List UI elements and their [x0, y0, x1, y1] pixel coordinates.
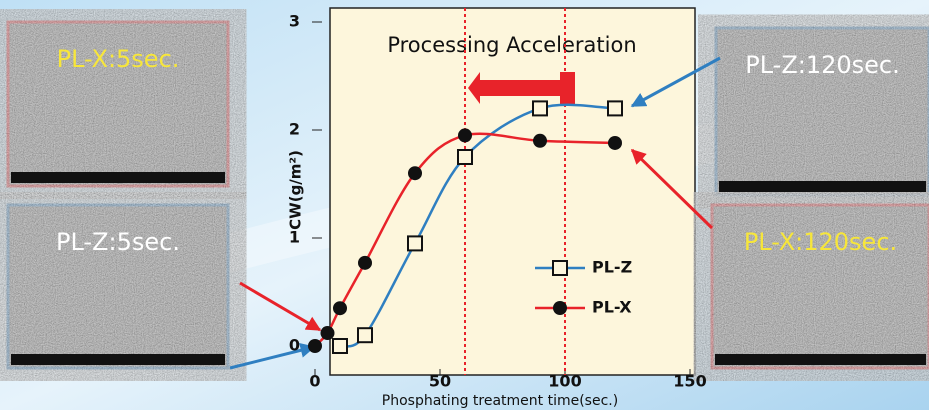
y-tick-label: 3: [289, 12, 300, 31]
photo-scalebar: [11, 172, 225, 183]
y-tick-label: 1: [289, 228, 300, 247]
marker: [457, 149, 473, 165]
photo-texture: [11, 25, 225, 183]
y-tick-label: 0: [289, 336, 300, 355]
marker: [608, 135, 622, 150]
x-axis-label: Phosphating treatment time(sec.): [382, 393, 618, 409]
photo-texture: [11, 208, 225, 365]
legend-label: PL-X: [592, 298, 632, 317]
legend-marker: [552, 260, 568, 276]
pointer-arrow: [630, 148, 714, 230]
marker: [458, 128, 472, 143]
acceleration-arrow: [468, 72, 575, 104]
x-tick-label: 0: [309, 372, 320, 391]
photo-label: PL-X:5sec.: [57, 45, 180, 73]
pointer-arrow: [229, 342, 316, 370]
legend-marker: [553, 301, 567, 315]
photo-label: PL-Z:120sec.: [745, 51, 900, 79]
y-axis-label: CW(g/m²): [287, 150, 305, 230]
y-tick-label: 2: [289, 120, 300, 139]
photo-scalebar: [715, 354, 926, 365]
marker: [308, 339, 322, 353]
pointer-arrow: [239, 281, 322, 332]
photo-label: PL-Z:5sec.: [56, 228, 180, 256]
chart-title: Processing Acceleration: [387, 33, 636, 57]
photo-texture: [715, 208, 926, 365]
photo-texture: [719, 31, 926, 192]
marker: [533, 133, 547, 148]
legend-label: PL-Z: [592, 258, 632, 277]
photo-scalebar: [719, 181, 926, 192]
marker: [408, 166, 422, 181]
marker: [332, 338, 348, 354]
marker: [607, 100, 623, 117]
marker: [320, 326, 335, 341]
x-tick-label: 100: [548, 372, 581, 391]
marker: [532, 100, 548, 117]
marker: [407, 235, 423, 252]
photo-scalebar: [11, 354, 225, 365]
marker: [358, 255, 372, 270]
x-tick-label: 50: [429, 372, 451, 391]
plot-area: [329, 7, 696, 376]
pointer-arrow: [630, 56, 721, 108]
photo-label: PL-X:120sec.: [744, 228, 897, 256]
marker: [333, 301, 347, 316]
x-tick-label: 150: [673, 372, 706, 391]
marker: [357, 327, 373, 344]
